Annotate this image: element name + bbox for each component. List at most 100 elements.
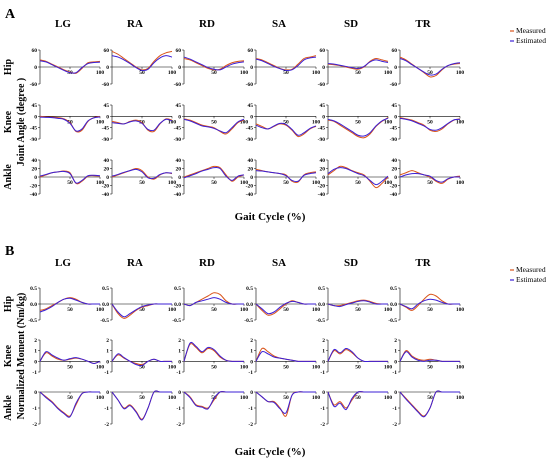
panel-a-ankle-sa-ytick-label-1: 20 [248,167,254,173]
panel-a-knee-rd-measured-line [183,118,245,135]
panel-a-ankle-sa-ytick-label-0: 40 [248,158,254,164]
panel-b-knee-sd-ytick-label-3: -1 [320,370,325,376]
panel-b-hip-row-label: Hip [3,296,14,313]
panel-b-knee-sd-xtick-label-1: 100 [384,364,393,370]
panel-a-hip-rd-xtick-label-1: 100 [240,70,249,76]
panel-b-hip-tr-ytick-label-1: 0.0 [390,302,397,308]
panel-b-knee-sa-ytick-label-1: 1 [250,349,253,355]
panel-b-ankle-sd-xtick-label-0: 50 [355,395,361,401]
panel-b-knee-ra-xtick-label-1: 100 [168,364,177,370]
panel-a-hip-tr-estimated-line [399,58,461,76]
panel-b-ankle-sa-ytick-label-2: -2 [248,422,253,428]
panel-a-hip-rd-ytick-label-1: 0 [178,65,181,71]
panel-b-knee-ra-ytick-label-1: 1 [106,349,109,355]
panel-a-ankle-lg-ytick-label-3: -20 [30,184,38,190]
panel-b-knee-sd-xtick-label-0: 50 [355,364,361,370]
panel-b-legend-estimated: Estimated [516,275,546,284]
panel-a-knee-tr-estimated-line [399,117,461,131]
panel-b-col-title-lg: LG [55,257,71,269]
panel-a-hip-ra-xtick-label-0: 50 [139,70,145,76]
panel-a-knee-sa-ytick-label-1: 0 [250,114,253,120]
panel-b-knee-tr-xtick-label-1: 100 [456,364,465,370]
panel-a-hip-sd-ytick-label-0: 60 [320,48,326,54]
panel-b-knee-lg-xtick-label-1: 100 [96,364,105,370]
panel-b-ankle-lg-xtick-label-0: 50 [67,395,73,401]
panel-b-hip-ra-xtick-label-1: 100 [168,307,177,313]
panel-b-knee-ra-xtick-label-0: 50 [139,364,145,370]
panel-a-knee-sa-xtick-label-1: 100 [312,119,321,125]
panel-a-ankle-tr-ytick-label-4: -40 [390,192,398,198]
panel-a-knee-sd-xtick-label-0: 50 [355,119,361,125]
panel-a-ankle-ra-xtick-label-0: 50 [139,180,145,186]
panel-b-knee-sa-ytick-label-3: -1 [248,370,253,376]
panel-a-knee-ra-ytick-label-2: -45 [102,126,110,132]
panel-b-ankle-ra-ytick-label-2: -2 [104,422,109,428]
panel-b-ankle-row-label: Ankle [3,395,14,421]
panel-a-hip-rd-ytick-label-2: -60 [174,82,182,88]
panel-b-knee-ra-ytick-label-2: 0 [106,359,109,365]
panel-b-hip-lg-xtick-label-1: 100 [96,307,105,313]
panel-b-knee-tr-estimated-line [399,351,460,362]
panel-a-ankle-lg-ytick-label-2: 0 [34,175,37,181]
panel-a-ankle-rd-xtick-label-0: 50 [211,180,217,186]
panel-a-hip-rd-xtick-label-0: 50 [211,70,217,76]
panel-a-ylabel: Joint Angle (degree ) [16,78,27,166]
panel-b-knee-lg-ytick-label-3: -1 [32,370,37,376]
panel-b-hip-sd-estimated-line [327,300,388,308]
panel-b-ankle-sa-xtick-label-1: 100 [312,395,321,401]
panel-a-ankle-rd-xtick-label-1: 100 [240,180,249,186]
panel-b-knee-rd-measured-line [183,343,244,362]
panel-b-knee-lg-estimated-line [39,351,101,364]
panel-a-knee-rd-ytick-label-1: 0 [178,114,181,120]
panel-b-knee-sa-xtick-label-1: 100 [312,364,321,370]
panel-b-ankle-sd-ytick-label-0: 0 [322,390,325,396]
panel-b-ankle-ra-ytick-label-0: 0 [106,390,109,396]
panel-b-hip-rd-xtick-label-0: 50 [211,307,217,313]
panel-b-ankle-ra-xtick-label-1: 100 [168,395,177,401]
panel-b-knee-lg-ytick-label-2: 0 [34,359,37,365]
panel-a-ankle-sd-ytick-label-2: 0 [322,175,325,181]
panel-b-ankle-tr-ytick-label-2: -2 [392,422,397,428]
panel-b-hip-sd-ytick-label-1: 0.0 [318,302,325,308]
panel-b-hip-sa-ytick-label-1: 0.0 [246,302,253,308]
panel-a-knee-lg-estimated-line [39,116,101,132]
panel-a-hip-tr-ytick-label-0: 60 [392,48,398,54]
panel-a-knee-sa-ytick-label-3: -90 [246,137,254,143]
panel-b-hip-tr-estimated-line [399,298,460,310]
panel-a-ankle-rd-ytick-label-0: 40 [176,158,182,164]
panel-b-xlabel: Gait Cycle (%) [235,446,306,458]
panel-a-ankle-sa-estimated-line [255,170,317,183]
panel-a-ankle-tr-xtick-label-1: 100 [456,180,465,186]
panel-b-hip-lg-ytick-label-1: 0.0 [30,302,37,308]
panel-b-hip-lg-ytick-label-2: -0.5 [28,318,37,324]
panel-a-letter: A [5,7,16,22]
panel-b-knee-rd-ytick-label-3: -1 [176,370,181,376]
panel-a-knee-sd-ytick-label-3: -90 [318,137,326,143]
panel-b-ankle-sa-ytick-label-0: 0 [250,390,253,396]
panel-a-ankle-rd-ytick-label-4: -40 [174,192,182,198]
panel-a-knee-rd-xtick-label-0: 50 [211,119,217,125]
panel-a-ankle-sd-estimated-line [327,167,389,186]
panel-b-knee-tr-ytick-label-1: 1 [394,349,397,355]
panel-b-hip-sa-ytick-label-0: 0.5 [246,286,253,292]
panel-b-ankle-rd-estimated-line [183,391,244,410]
panel-b-ankle-ra-ytick-label-1: -1 [104,406,109,412]
panel-a-hip-sd-xtick-label-1: 100 [384,70,393,76]
panel-a-knee-sa-xtick-label-0: 50 [283,119,289,125]
panel-a-knee-row-label: Knee [3,110,14,133]
panel-b-ankle-rd-xtick-label-1: 100 [240,395,249,401]
panel-a-knee-rd-estimated-line [183,118,245,134]
panel-a-hip-sa-xtick-label-0: 50 [283,70,289,76]
panel-a-ankle-sd-ytick-label-3: -20 [318,184,326,190]
panel-a-hip-lg-xtick-label-1: 100 [96,70,105,76]
panel-a-hip-tr-ytick-label-1: 0 [394,65,397,71]
panel-a-ankle-ra-ytick-label-3: -20 [102,184,110,190]
panel-a-hip-sd-xtick-label-0: 50 [355,70,361,76]
panel-b-hip-rd-estimated-line [183,297,244,307]
panel-a-hip-rd-estimated-line [183,56,245,71]
panel-b-hip-sd-xtick-label-1: 100 [384,307,393,313]
panel-b-ankle-tr-xtick-label-1: 100 [456,395,465,401]
panel-b-knee-sa-ytick-label-0: 2 [250,338,253,344]
panel-b-ankle-lg-ytick-label-2: -2 [32,422,37,428]
panel-b-ankle-sd-xtick-label-1: 100 [384,395,393,401]
